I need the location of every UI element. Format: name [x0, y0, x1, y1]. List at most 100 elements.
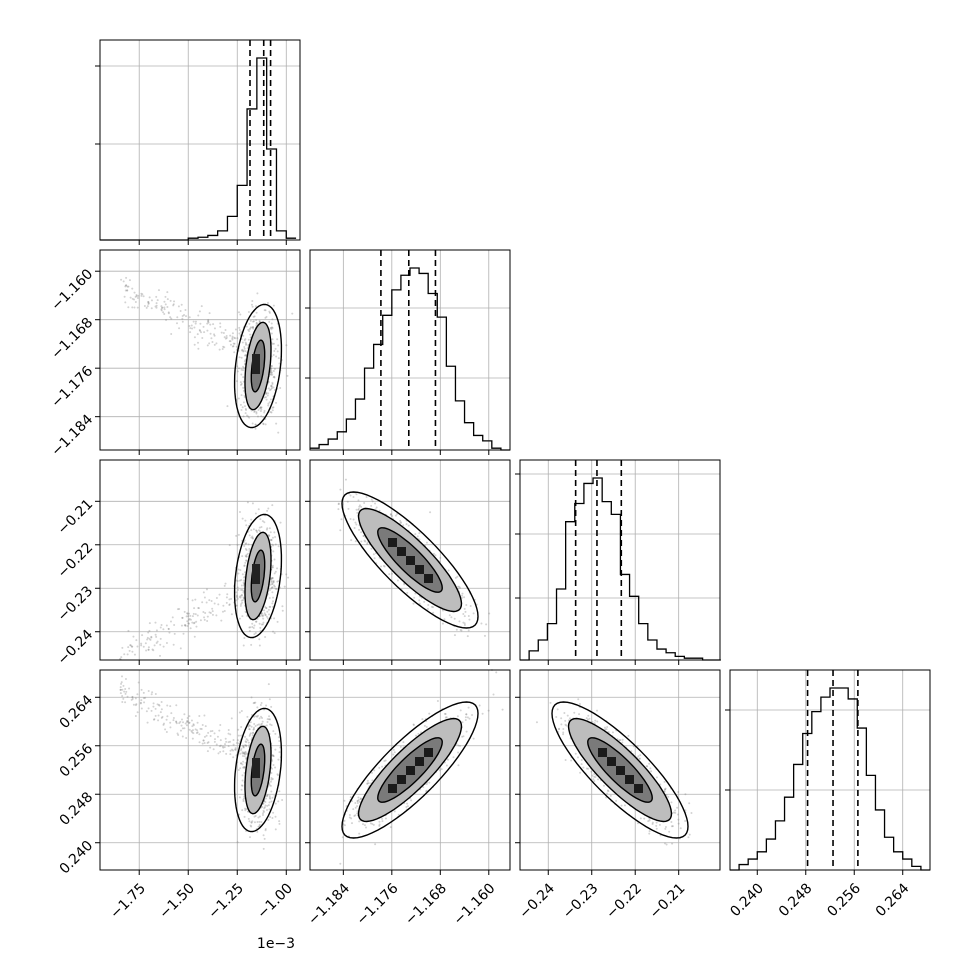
scatter-point — [269, 780, 272, 783]
scatter-point — [428, 712, 431, 715]
scatter-point — [352, 518, 355, 521]
scatter-point — [269, 388, 272, 391]
scatter-point — [160, 308, 163, 311]
scatter-point — [461, 592, 464, 595]
scatter-point — [228, 603, 231, 606]
scatter-point — [271, 577, 274, 580]
scatter-point — [241, 779, 244, 782]
scatter-point — [127, 306, 130, 309]
scatter-point — [215, 597, 218, 600]
scatter-point — [244, 412, 247, 415]
scatter-point — [169, 705, 172, 708]
scatter-point — [124, 285, 127, 288]
scatter-point — [440, 768, 443, 771]
scatter-point — [205, 734, 208, 737]
scatter-point — [128, 649, 131, 652]
scatter-point — [179, 309, 182, 312]
scatter-point — [281, 799, 284, 802]
scatter-point — [194, 320, 197, 323]
scatter-point — [222, 750, 225, 753]
scatter-point — [274, 570, 277, 573]
scatter-point — [373, 557, 376, 560]
scatter-point — [350, 539, 353, 542]
scatter-point — [133, 306, 136, 309]
scatter-point — [265, 704, 268, 707]
scatter-point — [244, 571, 247, 574]
scatter-point — [271, 577, 274, 580]
scatter-point — [183, 713, 186, 716]
scatter-point — [146, 636, 149, 639]
scatter-point — [172, 643, 175, 646]
scatter-point — [248, 724, 251, 727]
scatter-point — [339, 529, 342, 532]
scatter-point — [262, 621, 265, 624]
scatter-point — [370, 498, 373, 501]
scatter-point — [354, 521, 357, 524]
scatter-point — [266, 617, 269, 620]
scatter-point — [222, 345, 225, 348]
scatter-point — [264, 829, 267, 832]
scatter-point — [242, 376, 245, 379]
scatter-point — [132, 635, 135, 638]
scatter-point — [271, 582, 274, 585]
scatter-point — [271, 536, 274, 539]
scatter-point — [271, 591, 274, 594]
scatter-point — [405, 523, 408, 526]
scatter-point — [206, 322, 209, 325]
scatter-point — [193, 336, 196, 339]
scatter-point — [170, 332, 173, 335]
scatter-point — [162, 723, 165, 726]
scatter-point — [452, 756, 455, 759]
scatter-point — [262, 422, 265, 425]
scatter-point — [140, 644, 143, 647]
histogram-panel — [95, 39, 301, 245]
scatter-point — [259, 406, 262, 409]
scatter-point — [251, 422, 254, 425]
scatter-point — [267, 392, 270, 395]
scatter-point — [272, 763, 275, 766]
scatter-point — [238, 742, 241, 745]
scatter-point — [263, 612, 266, 615]
scatter-point — [205, 601, 208, 604]
scatter-point — [244, 761, 247, 764]
scatter-point — [264, 316, 267, 319]
scatter-point — [277, 545, 280, 548]
scatter-point — [257, 816, 260, 819]
scatter-point — [176, 608, 179, 611]
scatter-point — [439, 556, 442, 559]
scatter-point — [122, 684, 125, 687]
scatter-point — [235, 604, 238, 607]
scatter-point — [363, 539, 366, 542]
scatter-point — [261, 615, 264, 618]
scatter-point — [255, 412, 258, 415]
scatter-point — [223, 336, 226, 339]
scatter-point — [447, 758, 450, 761]
scatter-point — [374, 502, 377, 505]
scatter-point — [244, 519, 247, 522]
scatter-point — [203, 616, 206, 619]
scatter-point — [196, 729, 199, 732]
scatter-point — [173, 623, 176, 626]
scatter-point — [428, 781, 431, 784]
scatter-point — [273, 585, 276, 588]
scatter-point — [264, 605, 267, 608]
scatter-point — [267, 404, 270, 407]
scatter-point — [244, 750, 247, 753]
scatter-point — [384, 759, 387, 762]
scatter-point — [151, 691, 154, 694]
scatter-point — [242, 746, 245, 749]
scatter-point — [258, 638, 261, 641]
scatter-point — [269, 718, 272, 721]
scatter-point — [256, 714, 259, 717]
scatter-point — [241, 754, 244, 757]
scatter-point — [190, 324, 193, 327]
scatter-point — [222, 746, 225, 749]
scatter-point — [242, 401, 245, 404]
scatter-point — [132, 703, 135, 706]
scatter-point — [195, 620, 198, 623]
scatter-point — [167, 627, 170, 630]
scatter-point — [465, 603, 468, 606]
scatter-point — [218, 348, 221, 351]
scatter-point — [248, 548, 251, 551]
scatter-point — [260, 701, 263, 704]
